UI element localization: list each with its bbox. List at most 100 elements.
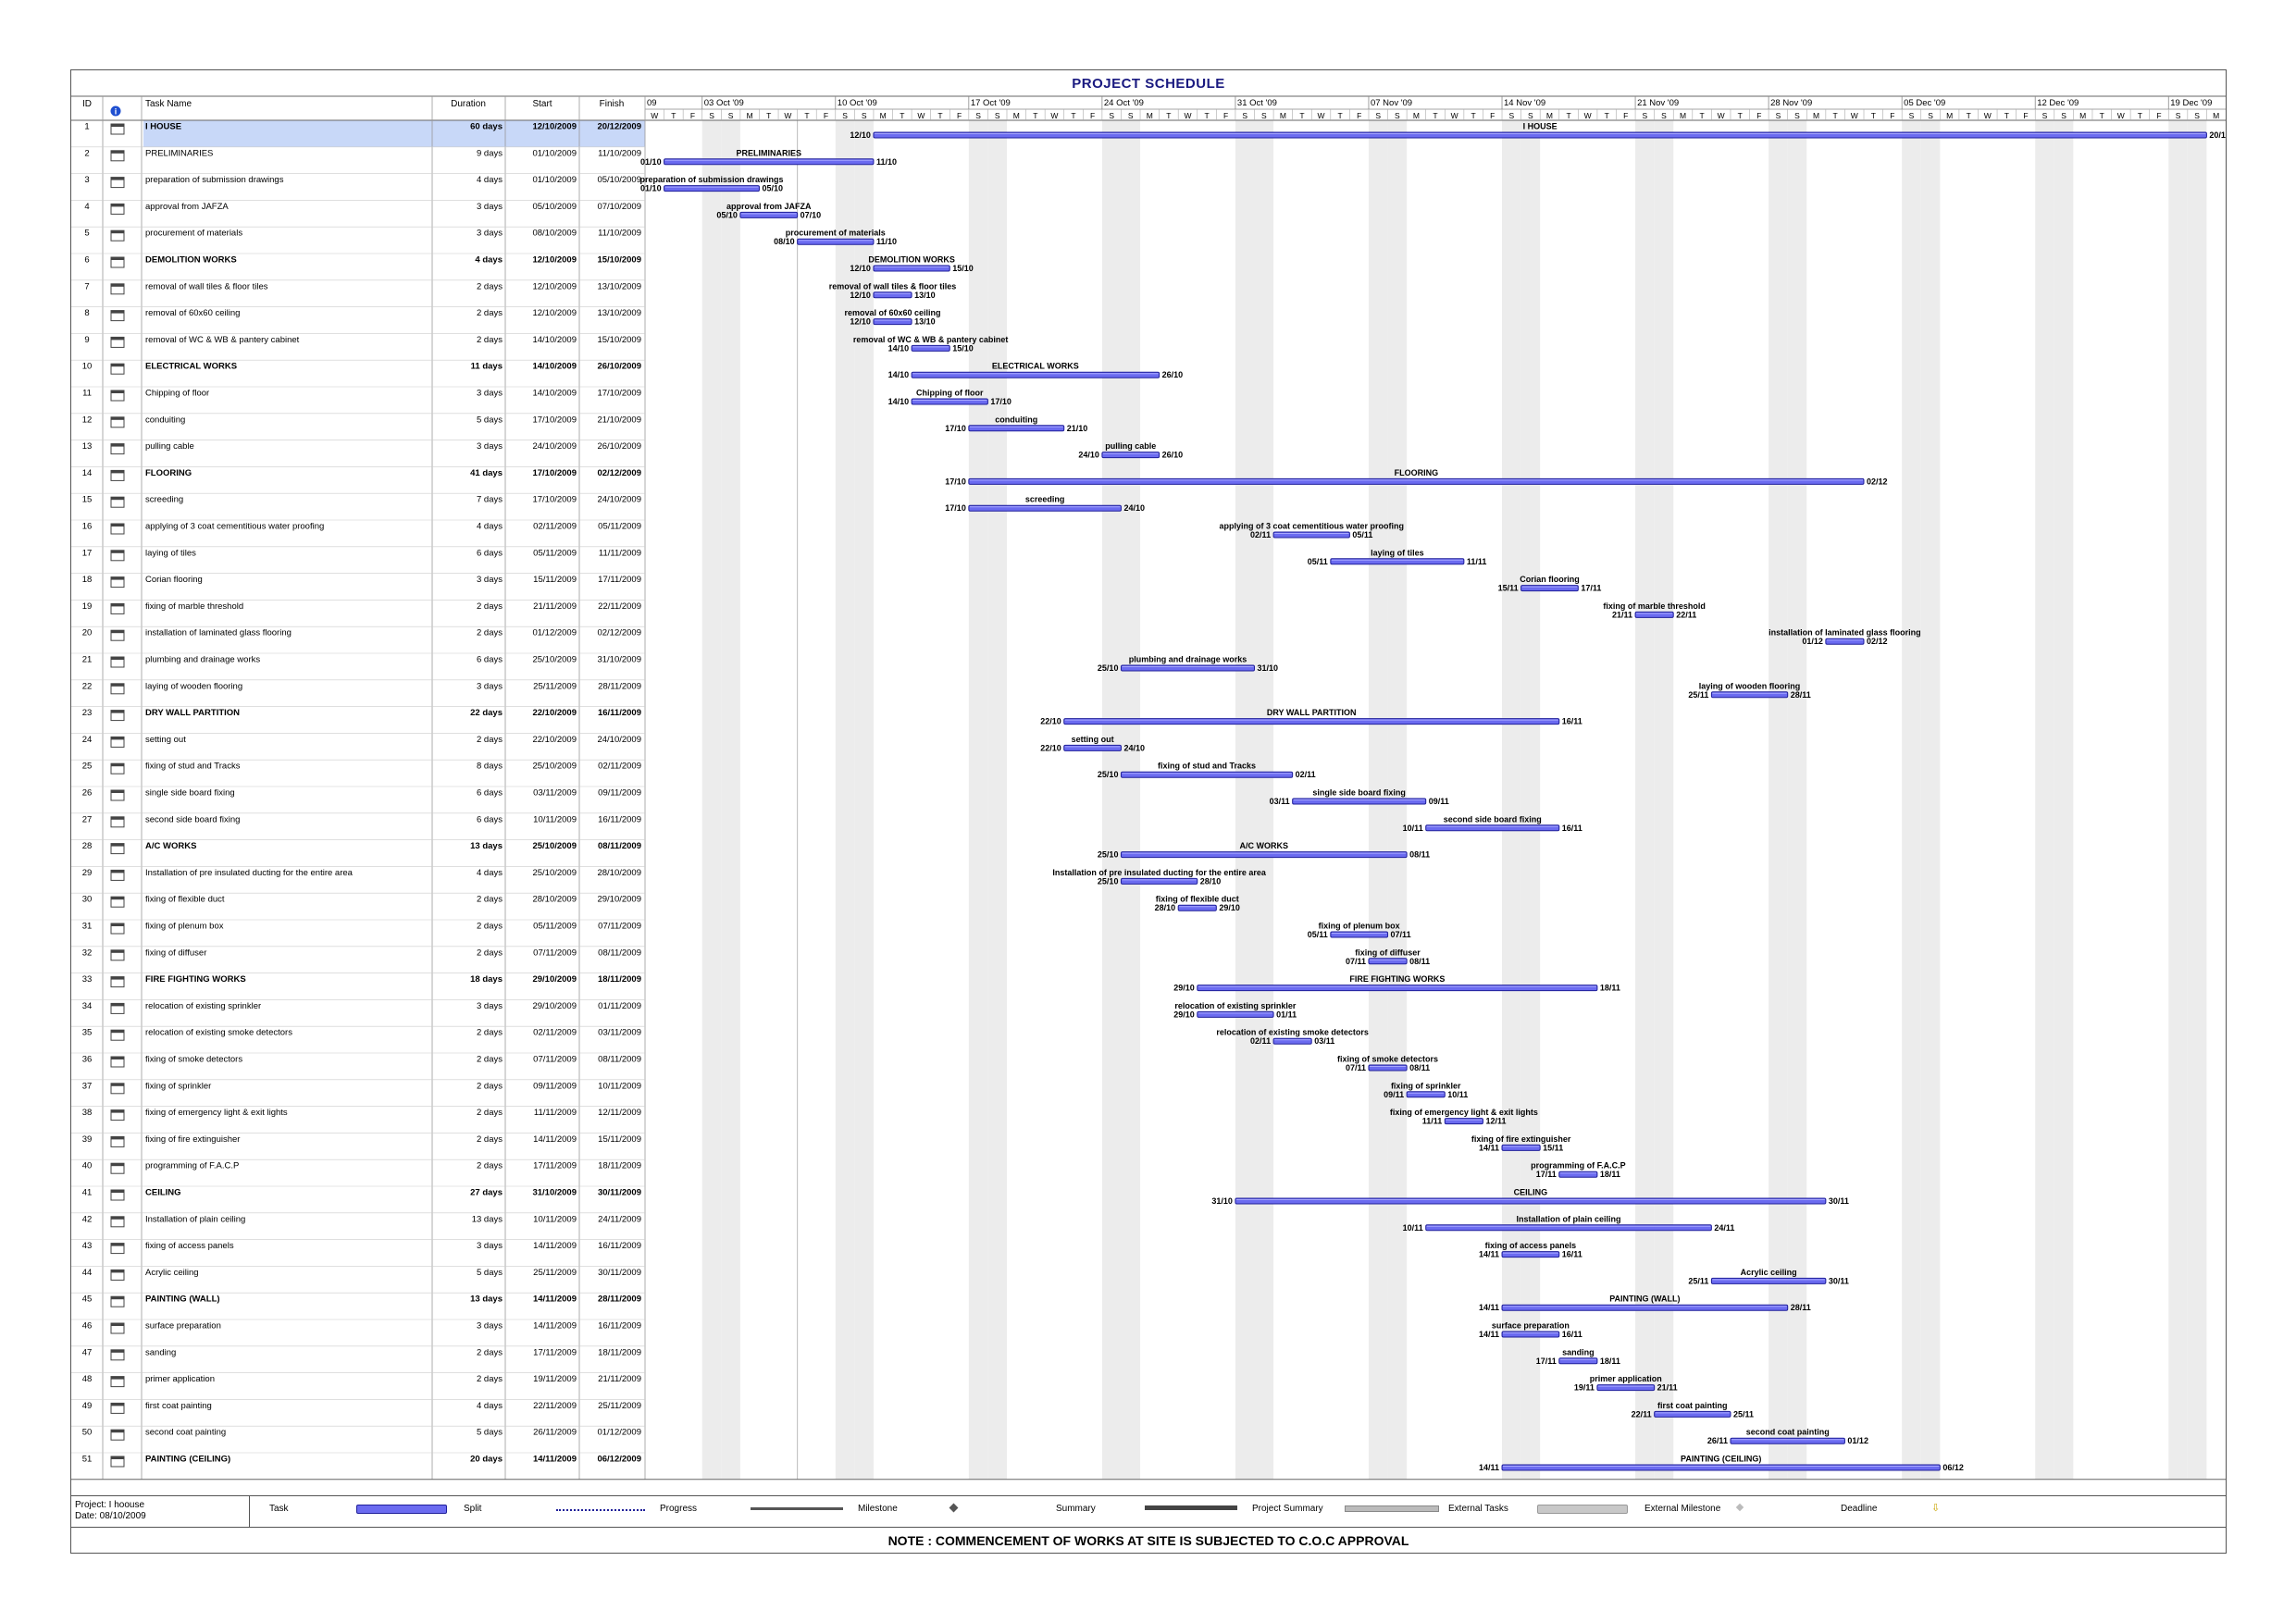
- day-letter: F: [1890, 111, 1894, 120]
- task-bar: [1063, 718, 1560, 725]
- task-duration: 2 days: [477, 335, 503, 345]
- task-name: fixing of emergency light & exit lights: [145, 1108, 288, 1118]
- task-note-icon-bar: [111, 150, 124, 154]
- day-letter: T: [1967, 111, 1971, 120]
- task-duration: 2 days: [477, 922, 503, 932]
- task-id: 10: [82, 362, 93, 372]
- task-duration: 20 days: [470, 1455, 503, 1465]
- task-id: 23: [82, 708, 93, 718]
- task-duration: 3 days: [477, 1321, 503, 1332]
- task-note-icon-bar: [111, 576, 124, 580]
- bar-name-label: fixing of smoke detectors: [1337, 1055, 1438, 1064]
- task-id: 28: [82, 841, 93, 851]
- task-note-icon-bar: [111, 1190, 124, 1193]
- week-label: 10 Oct '09: [838, 98, 877, 108]
- bar-start-label: 17/11: [1536, 1170, 1557, 1179]
- bar-start-label: 11/11: [1422, 1117, 1443, 1126]
- bar-name-label: second coat painting: [1746, 1428, 1830, 1437]
- bar-name-label: preparation of submission drawings: [640, 175, 784, 184]
- bar-start-label: 08/10: [774, 237, 795, 246]
- bar-finish-label: 07/10: [800, 210, 822, 219]
- bar-start-label: 21/11: [1612, 610, 1632, 619]
- bar-finish-label: 24/10: [1123, 503, 1145, 513]
- task-bar: [1425, 824, 1560, 832]
- task-duration: 6 days: [477, 788, 503, 799]
- day-letter: W: [784, 111, 791, 120]
- bar-name-label: fixing of plenum box: [1319, 922, 1400, 931]
- task-id: 18: [82, 575, 93, 585]
- task-bar: [1063, 744, 1122, 751]
- task-name: removal of wall tiles & floor tiles: [145, 281, 268, 291]
- task-finish: 01/12/2009: [597, 1428, 641, 1438]
- bar-start-label: 17/10: [945, 503, 966, 513]
- task-duration: 2 days: [477, 735, 503, 745]
- task-duration: 3 days: [477, 1001, 503, 1011]
- day-letter: M: [1413, 111, 1420, 120]
- task-finish: 11/10/2009: [598, 148, 641, 158]
- task-note-icon-bar: [111, 630, 124, 634]
- task-id: 48: [82, 1374, 93, 1384]
- day-letter: T: [766, 111, 771, 120]
- task-bar: [1558, 1171, 1598, 1178]
- task-duration: 4 days: [477, 1401, 503, 1411]
- day-letter: S: [842, 111, 848, 120]
- bar-name-label: procurement of materials: [786, 229, 886, 238]
- bar-finish-label: 30/11: [1829, 1196, 1849, 1206]
- day-letter: T: [1033, 111, 1037, 120]
- week-label: 14 Nov '09: [1504, 98, 1545, 108]
- task-finish: 25/11/2009: [598, 1401, 641, 1411]
- bar-start-label: 07/11: [1346, 957, 1366, 966]
- task-id: 43: [82, 1241, 93, 1251]
- bar-finish-label: 11/10: [876, 237, 897, 246]
- task-start: 01/12/2009: [532, 628, 577, 638]
- day-letter: W: [1851, 111, 1858, 120]
- task-note-icon-bar: [111, 843, 124, 847]
- task-finish: 05/11/2009: [598, 522, 641, 532]
- task-id: 26: [82, 788, 93, 799]
- bar-finish-label: 11/11: [1467, 557, 1487, 566]
- task-start: 08/10/2009: [532, 229, 577, 239]
- task-bar: [1272, 531, 1350, 539]
- task-start: 29/10/2009: [532, 974, 577, 985]
- task-start: 01/10/2009: [532, 175, 577, 185]
- day-letter: S: [1776, 111, 1781, 120]
- bar-finish-label: 12/11: [1485, 1117, 1506, 1126]
- task-bar: [1730, 1437, 1845, 1444]
- bar-name-label: Installation of plain ceiling: [1517, 1214, 1621, 1223]
- day-letter: T: [1433, 111, 1437, 120]
- task-bar: [911, 344, 950, 352]
- bar-finish-label: 17/11: [1581, 584, 1601, 593]
- bar-start-label: 25/11: [1688, 690, 1708, 700]
- day-letter: F: [690, 111, 695, 120]
- bar-start-label: 14/10: [888, 343, 910, 353]
- bar-finish-label: 16/11: [1562, 824, 1582, 833]
- bar-start-label: 17/10: [945, 424, 966, 433]
- bar-name-label: removal of WC & WB & pantery cabinet: [853, 335, 1009, 344]
- task-id: 8: [84, 308, 89, 318]
- task-note-icon: [110, 283, 125, 295]
- bar-name-label: fixing of sprinkler: [1391, 1081, 1461, 1090]
- task-duration: 2 days: [477, 948, 503, 958]
- week-label: 21 Nov '09: [1637, 98, 1679, 108]
- task-id: 51: [82, 1455, 93, 1465]
- task-start: 14/11/2009: [533, 1295, 577, 1305]
- bar-finish-label: 17/10: [990, 397, 1011, 406]
- day-letter: T: [2100, 111, 2104, 120]
- task-id: 34: [82, 1001, 93, 1011]
- day-letter: T: [1299, 111, 1304, 120]
- task-bar: [1501, 1331, 1560, 1338]
- week-label: 12 Dec '09: [2037, 98, 2079, 108]
- task-start: 14/11/2009: [533, 1241, 577, 1251]
- task-name: first coat painting: [145, 1401, 212, 1411]
- week-label: 17 Oct '09: [971, 98, 1011, 108]
- legend-task: Task: [269, 1504, 289, 1514]
- task-duration: 7 days: [477, 495, 503, 505]
- day-letter: S: [2176, 111, 2181, 120]
- day-letter: T: [1204, 111, 1209, 120]
- bar-finish-label: 24/10: [1123, 743, 1145, 752]
- bar-name-label: first coat painting: [1657, 1401, 1728, 1410]
- task-name: laying of tiles: [145, 548, 196, 558]
- task-start: 17/11/2009: [533, 1161, 577, 1171]
- task-name: ELECTRICAL WORKS: [145, 362, 237, 372]
- bar-name-label: Chipping of floor: [916, 389, 984, 398]
